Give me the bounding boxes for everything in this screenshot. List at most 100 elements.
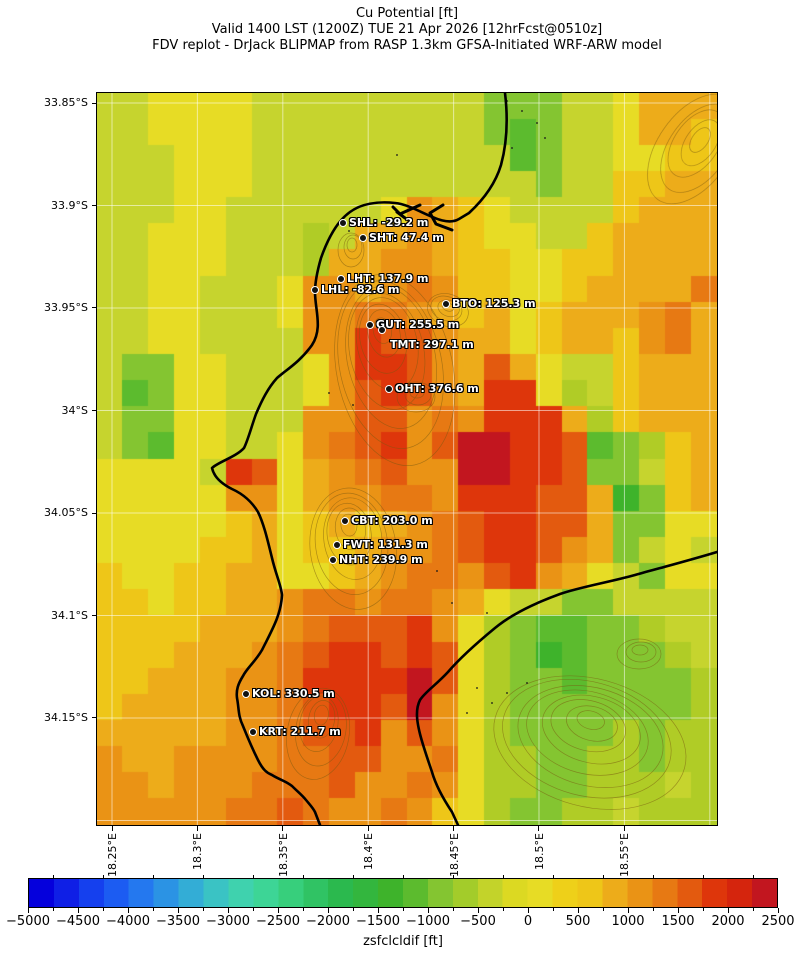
y-axis-tick (92, 410, 97, 412)
station-marker-cbt (341, 517, 349, 525)
y-axis-tick-label: 34°S (61, 403, 88, 417)
contour-group-oht-knob (396, 381, 436, 413)
plot-title: Cu Potential [ft] (355, 6, 459, 21)
station-marker-kol (242, 690, 250, 698)
colorbar-major-tick (727, 908, 729, 913)
harbour-piers (391, 203, 454, 232)
terrain-contours (286, 93, 717, 810)
station-label-oht: OHT: 376.6 m (395, 382, 479, 395)
x-axis-tick (538, 826, 540, 831)
colorbar-tick-label: −2000 (306, 914, 350, 929)
colorbar-major-tick (227, 908, 229, 913)
colorbar-minor-tick (352, 908, 354, 911)
colorbar-minor-tick (202, 908, 204, 911)
y-axis-tick (92, 717, 97, 719)
colorbar-tick-label: 1000 (611, 914, 645, 929)
plot-subtitle-source: FDV replot - DrJack BLIPMAP from RASP 1.… (152, 38, 662, 53)
x-axis-tick (453, 826, 455, 831)
station-label-bto: BTO: 125.3 m (452, 297, 536, 310)
colorbar-major-tick (177, 908, 179, 913)
colorbar-tick-label: −4500 (56, 914, 100, 929)
x-axis-tick (623, 826, 625, 831)
colorbar-minor-tick (552, 908, 554, 911)
station-marker-lhl (311, 286, 319, 294)
colorbar-tick-label: 0 (523, 914, 533, 929)
x-axis-tick (367, 826, 369, 831)
colorbar-major-tick (127, 908, 129, 913)
colorbar-minor-tick (252, 908, 254, 911)
colorbar-minor-tick-top (452, 875, 454, 878)
colorbar-label: zsfclcldif [ft] (363, 934, 443, 949)
y-axis-tick-label: 34.15°S (44, 710, 88, 724)
x-axis-tick-label: 18.5°E (532, 833, 546, 870)
station-marker-oht (385, 385, 393, 393)
colorbar-minor-tick-top (252, 875, 254, 878)
colorbar-minor-tick-top (352, 875, 354, 878)
contour-group-lions-head (337, 232, 365, 268)
station-marker-shl (339, 219, 347, 227)
station-marker-nht (329, 556, 337, 564)
colorbar-minor-tick (602, 908, 604, 911)
station-label-sht: SHT: 47.4 m (369, 231, 444, 244)
colorbar-minor-tick-top (702, 875, 704, 878)
colorbar-minor-tick (52, 908, 54, 911)
colorbar-minor-tick-top (602, 875, 604, 878)
station-marker-fwt (333, 541, 341, 549)
colorbar-minor-tick-top (552, 875, 554, 878)
contour-group-constantiaberg (309, 487, 397, 610)
colorbar-major-tick (627, 908, 629, 913)
coastline-atlantic (210, 93, 508, 825)
colorbar-tick-label: −5000 (6, 914, 50, 929)
contour-group-south-peninsula (286, 687, 350, 780)
x-axis-tick-label: 18.35°E (276, 833, 290, 877)
colorbar-minor-tick-top (302, 875, 304, 878)
colorbar-tick-label: −2500 (256, 914, 300, 929)
colorbar-minor-tick-top (652, 875, 654, 878)
colorbar-minor-tick-top (502, 875, 504, 878)
colorbar-minor-tick (102, 908, 104, 911)
x-axis-tick-label: 18.45°E (447, 833, 461, 877)
y-axis-tick-label: 33.9°S (51, 198, 88, 212)
plot-subtitle-valid-time: Valid 1400 LST (1200Z) TUE 21 Apr 2026 [… (211, 22, 603, 37)
colorbar-tick-label: 500 (565, 914, 591, 929)
contour-group-bto-hill (427, 293, 469, 328)
y-axis-tick (92, 615, 97, 616)
station-label-kol: KOL: 330.5 m (252, 687, 335, 700)
colorbar-tick-label: −1000 (406, 914, 450, 929)
colorbar-major-tick (577, 908, 579, 913)
latlon-gridlines (97, 93, 717, 825)
colorbar-tick-label: −1500 (356, 914, 400, 929)
station-label-lht: LHT: 137.9 m (347, 272, 429, 285)
colorbar-major-tick (777, 908, 779, 913)
station-label-tmt: TMT: 297.1 m (390, 338, 474, 351)
colorbar-tick-label: −500 (460, 914, 496, 929)
x-axis-tick-label: 18.55°E (618, 833, 632, 877)
colorbar (28, 878, 778, 908)
contour-group-northeast-mountains (647, 93, 717, 205)
y-axis-tick-label: 33.95°S (44, 300, 88, 314)
x-axis-tick (282, 826, 284, 831)
colorbar-major-tick (77, 908, 79, 913)
colorbar-tick-label: −4000 (106, 914, 150, 929)
station-label-cbt: CBT: 203.0 m (351, 514, 433, 527)
colorbar-tick-label: −3000 (206, 914, 250, 929)
x-axis-tick (196, 826, 198, 831)
colorbar-major-tick (27, 908, 29, 913)
contour-group-table-mountain (334, 273, 456, 466)
colorbar-minor-tick (402, 908, 404, 911)
coastline-false-bay (415, 550, 717, 825)
y-axis-tick (92, 512, 97, 514)
station-marker-tmt (378, 326, 386, 334)
colorbar-minor-tick-top (202, 875, 204, 878)
station-label-nht: NHT: 239.9 m (339, 553, 423, 566)
station-marker-bto (442, 300, 450, 308)
colorbar-major-tick (527, 908, 529, 913)
settlement-dots (328, 100, 546, 714)
station-label-krt: KRT: 211.7 m (259, 725, 341, 738)
colorbar-major-tick (427, 908, 429, 913)
colorbar-minor-tick (752, 908, 754, 911)
colorbar-minor-tick (152, 908, 154, 911)
station-label-gut: GUT: 255.5 m (376, 318, 460, 331)
y-axis-tick-label: 33.85°S (44, 96, 88, 110)
station-label-fwt: FWT: 131.3 m (343, 538, 428, 551)
